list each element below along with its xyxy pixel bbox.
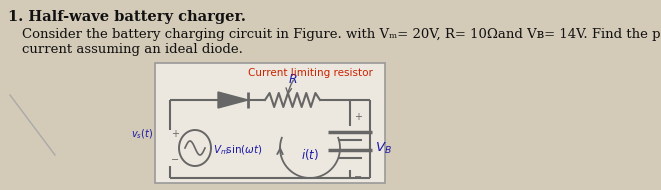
Text: $V_B$: $V_B$ bbox=[375, 140, 392, 156]
Text: 1. Half-wave battery charger.: 1. Half-wave battery charger. bbox=[8, 10, 246, 24]
Text: $v_s(t)$: $v_s(t)$ bbox=[131, 127, 153, 141]
Text: $V_m\!\sin(\omega t)$: $V_m\!\sin(\omega t)$ bbox=[213, 143, 262, 157]
Text: +: + bbox=[354, 112, 362, 122]
Text: Current limiting resistor: Current limiting resistor bbox=[248, 68, 372, 78]
Text: current assuming an ideal diode.: current assuming an ideal diode. bbox=[22, 43, 243, 56]
Text: $i(t)$: $i(t)$ bbox=[301, 146, 319, 162]
Text: Consider the battery charging circuit in Figure. with Vₘ= 20V, R= 10Ωand Vʙ= 14V: Consider the battery charging circuit in… bbox=[22, 28, 661, 41]
Bar bbox=[155, 63, 385, 183]
Text: −: − bbox=[171, 155, 179, 165]
Text: $R$: $R$ bbox=[288, 73, 297, 86]
Polygon shape bbox=[218, 92, 248, 108]
Text: −: − bbox=[354, 172, 362, 182]
Text: +: + bbox=[171, 129, 179, 139]
